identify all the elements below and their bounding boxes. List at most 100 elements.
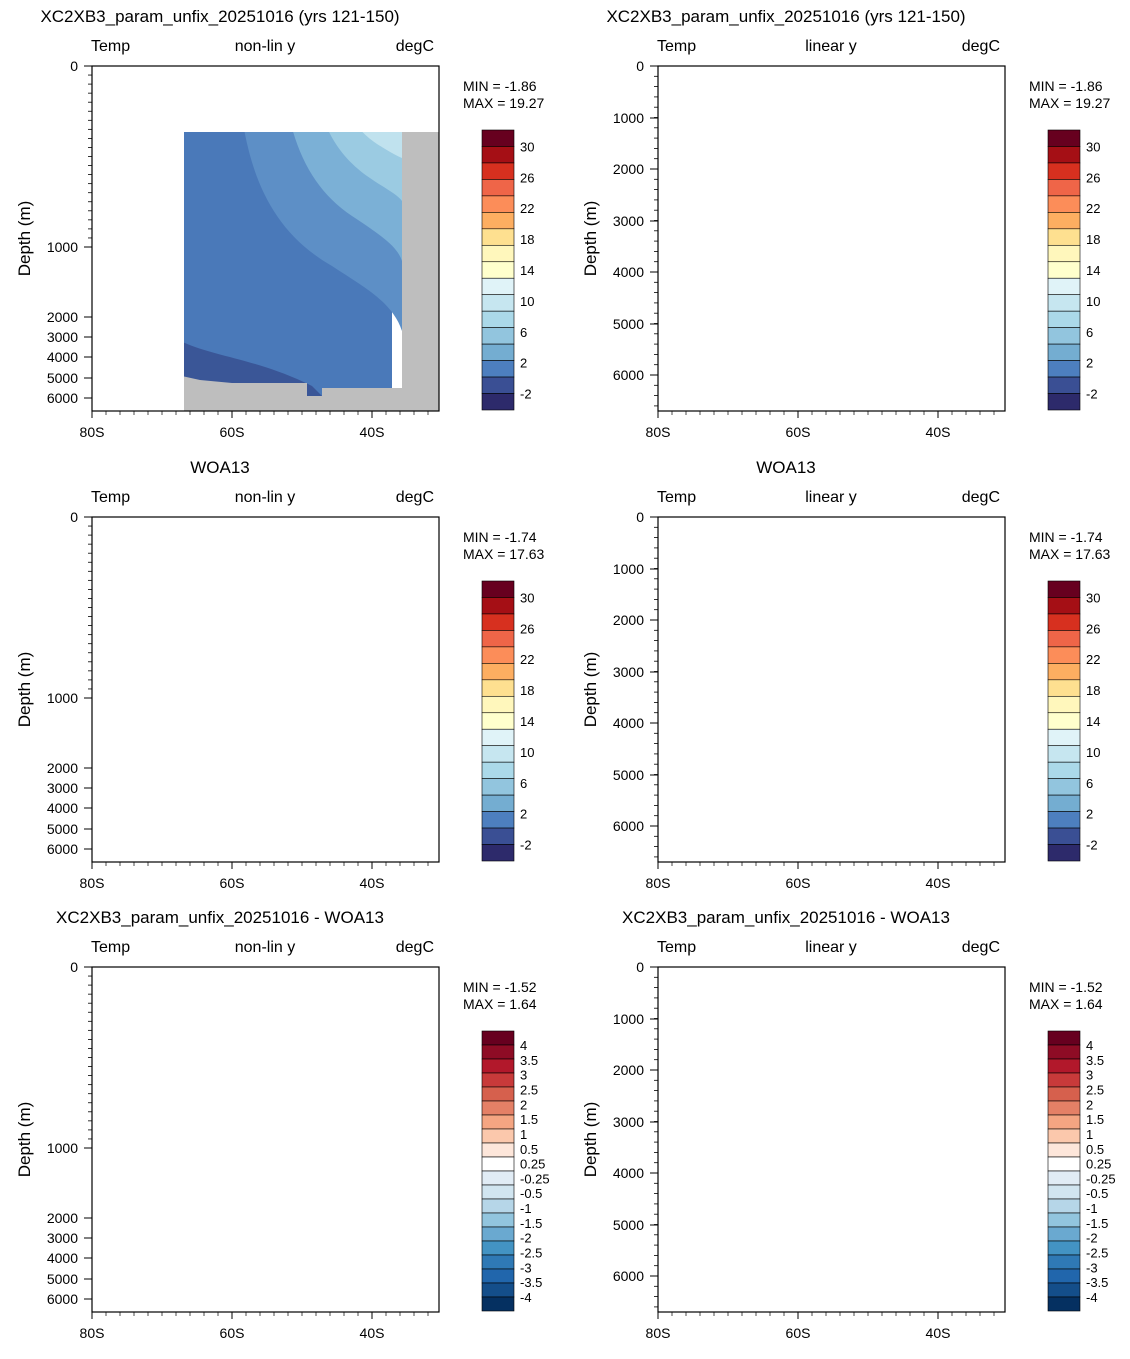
plot-frame <box>657 516 1006 863</box>
colorbar-swatch <box>1047 1058 1081 1074</box>
colorbar-swatch <box>481 1030 515 1046</box>
colorbar-swatch <box>481 613 515 631</box>
units-label: degC <box>396 939 434 956</box>
colorbar-label: 30 <box>520 590 534 605</box>
colorbar-swatch <box>481 146 515 164</box>
y-tick-label: 3000 <box>613 213 644 229</box>
colorbar-swatch <box>1047 1226 1081 1242</box>
colorbar-swatch <box>481 360 515 378</box>
colorbar-label: 0.5 <box>1086 1142 1104 1157</box>
colorbar-label: 2 <box>1086 1097 1093 1112</box>
colorbar-swatch <box>481 630 515 648</box>
x-tick-label: 40S <box>360 424 385 440</box>
colorbar-label: 2.5 <box>1086 1082 1104 1097</box>
contour-region <box>673 66 743 113</box>
y-tick-label: 0 <box>636 58 644 74</box>
colorbar-swatch <box>1047 327 1081 345</box>
y-tick-label: 5000 <box>613 1217 644 1233</box>
colorbar-swatch <box>1047 613 1081 631</box>
x-tick-label: 40S <box>926 875 951 891</box>
colorbar-swatch <box>1047 1044 1081 1060</box>
x-tick-label: 60S <box>786 424 811 440</box>
x-tick-label: 80S <box>80 424 105 440</box>
y-tick-label: 4000 <box>613 715 644 731</box>
max-value: MAX = 19.27 <box>463 95 545 111</box>
colorbar-label: 4 <box>520 1038 527 1053</box>
colorbar-swatch <box>1047 811 1081 829</box>
colorbar-swatch <box>481 1170 515 1186</box>
colorbar-swatch <box>481 827 515 845</box>
y-tick-label: 5000 <box>47 1271 78 1287</box>
contour-region <box>688 134 873 356</box>
land-mask <box>658 967 1005 1312</box>
colorbar-label: 0.25 <box>1086 1157 1111 1172</box>
colorbar-swatch <box>481 1268 515 1284</box>
y-tick-label: 2000 <box>613 612 644 628</box>
colorbar-swatch <box>481 580 515 598</box>
min-value: MIN = -1.86 <box>463 78 537 94</box>
colorbar-swatch <box>481 1212 515 1228</box>
colorbar-label: -4 <box>520 1290 532 1305</box>
contour-region <box>943 517 968 523</box>
contour-region <box>868 66 968 122</box>
colorbar-label: -2 <box>520 387 532 402</box>
chart-title: XC2XB3_param_unfix_20251016 - WOA13 <box>56 908 384 927</box>
contour-region <box>92 517 402 862</box>
x-tick-label: 40S <box>360 1325 385 1341</box>
colorbar-swatch <box>481 277 515 296</box>
colorbar-swatch <box>481 327 515 345</box>
y-tick-label: 0 <box>70 509 78 525</box>
colorbar: 30 26 22 18 14 10 6 2 -2 <box>481 580 534 862</box>
contour-region <box>938 66 968 72</box>
colorbar-swatch <box>1047 695 1081 714</box>
land-mask <box>184 132 439 411</box>
colorbar-swatch <box>481 761 515 779</box>
colorbar-label: 1.5 <box>520 1112 538 1127</box>
colorbar-swatch <box>481 294 515 312</box>
colorbar-swatch <box>481 1114 515 1130</box>
chart-title: XC2XB3_param_unfix_20251016 (yrs 121-150… <box>40 7 399 26</box>
colorbar: 43.532.521.510.50.25-0.25-0.5-1-1.5-2-2.… <box>1047 1030 1116 1312</box>
contour-region <box>242 517 402 747</box>
scale-label: non-lin y <box>235 939 295 956</box>
contour-region <box>658 66 968 356</box>
y-tick-label: 4000 <box>47 349 78 365</box>
contour-region <box>302 517 402 637</box>
colorbar-swatch <box>1047 146 1081 164</box>
colorbar-swatch <box>1047 844 1081 862</box>
colorbar-label: 30 <box>520 139 534 154</box>
colorbar-swatch <box>481 343 515 361</box>
y-tick-label: 6000 <box>613 367 644 383</box>
contour-region <box>262 1218 337 1247</box>
colorbar: 30 26 22 18 14 10 6 2 -2 <box>1047 129 1100 411</box>
colorbar-label: 10 <box>520 294 534 309</box>
contour-region <box>888 976 923 989</box>
colorbar-swatch <box>481 1044 515 1060</box>
variable-label: Temp <box>657 38 696 55</box>
max-value: MAX = 1.64 <box>1029 996 1103 1012</box>
colorbar-swatch <box>1047 1072 1081 1088</box>
chart-title: WOA13 <box>756 458 816 477</box>
scale-label: non-lin y <box>235 38 295 55</box>
colorbar-swatch <box>1047 1030 1081 1046</box>
colorbar-label: 0.5 <box>520 1142 538 1157</box>
colorbar-swatch <box>481 1240 515 1256</box>
contour-field <box>92 967 439 1312</box>
colorbar-label: -1 <box>520 1201 532 1216</box>
colorbar-label: -3 <box>520 1260 532 1275</box>
colorbar-swatch <box>1047 1142 1081 1158</box>
x-tick-label: 80S <box>646 1325 671 1341</box>
panel-5: XC2XB3_param_unfix_20251016 - WOA13 Temp n… <box>15 908 550 1341</box>
colorbar-label: 1 <box>1086 1127 1093 1142</box>
colorbar-swatch <box>481 663 515 681</box>
contour-region <box>908 1235 948 1251</box>
colorbar-swatch <box>481 811 515 829</box>
y-tick-label: 2000 <box>47 760 78 776</box>
x-tick-label: 40S <box>926 424 951 440</box>
colorbar-label: 2.5 <box>520 1082 538 1097</box>
x-tick-label: 60S <box>220 875 245 891</box>
min-value: MIN = -1.74 <box>1029 529 1103 545</box>
contour-region <box>329 132 402 201</box>
y-tick-label: 6000 <box>613 818 644 834</box>
colorbar-label: 30 <box>1086 139 1100 154</box>
